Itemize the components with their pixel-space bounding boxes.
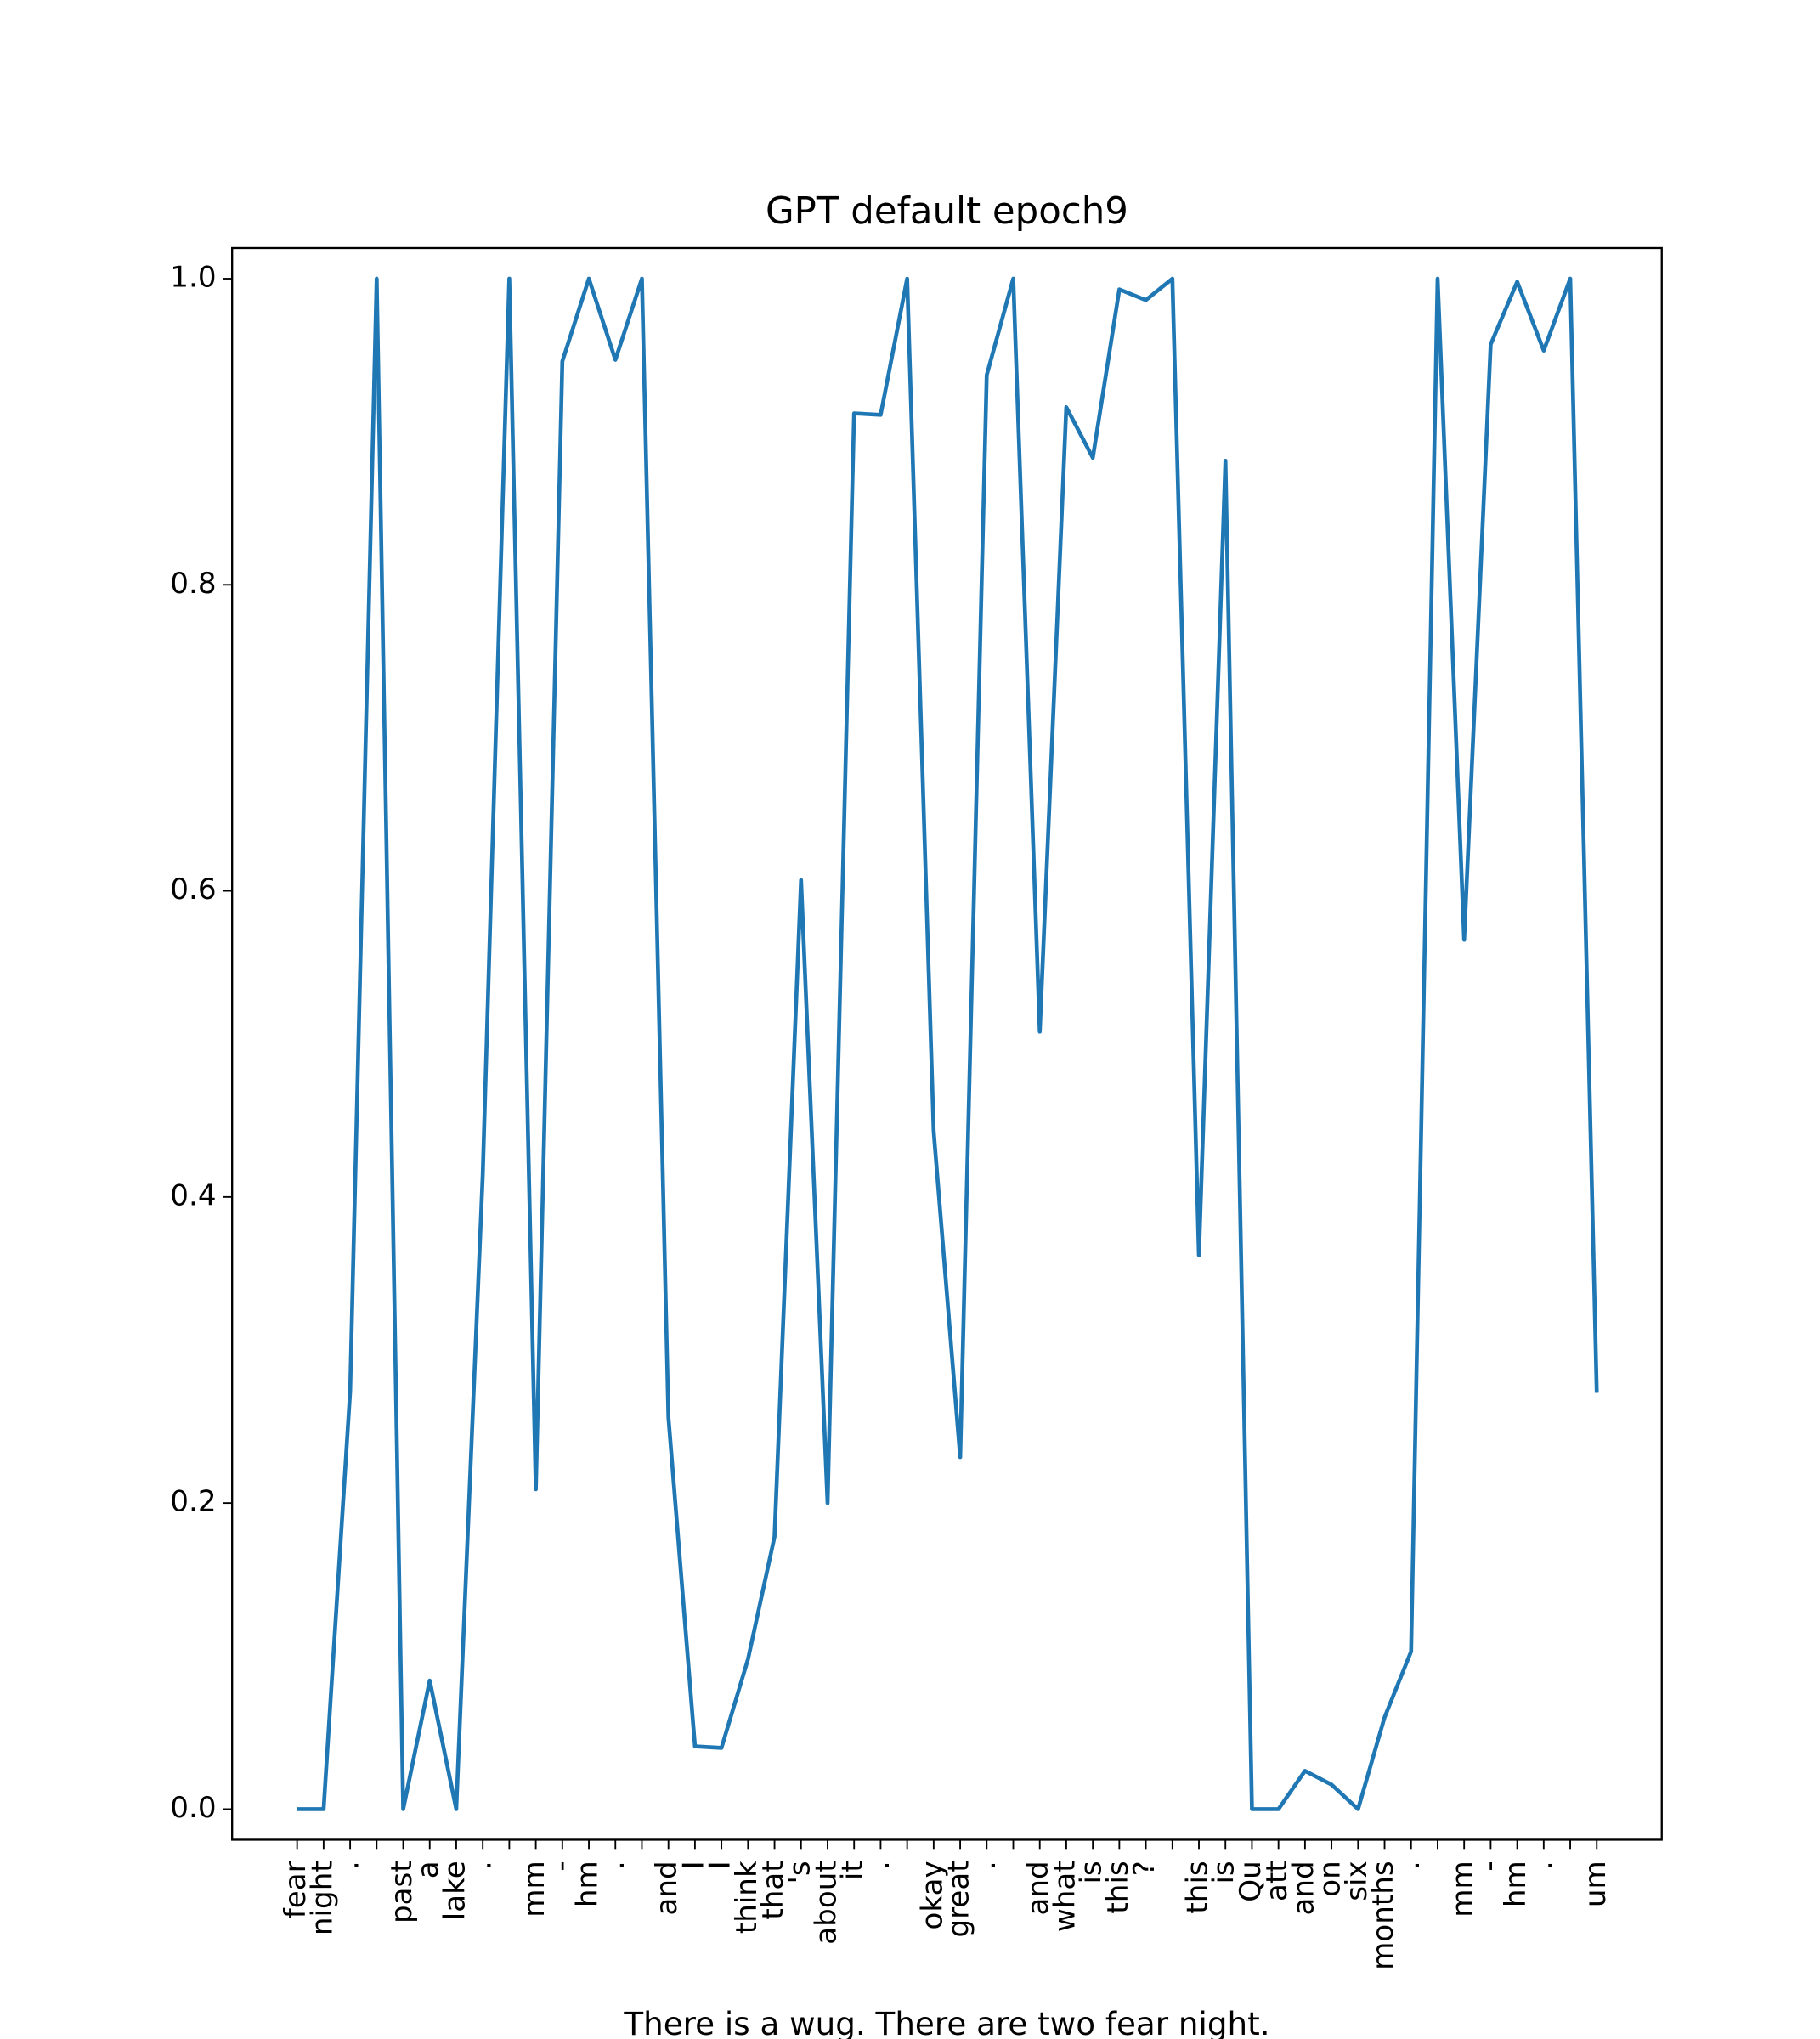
- y-tick-label: 0.4: [170, 1178, 216, 1212]
- x-tick-label: .: [969, 1861, 1003, 1870]
- x-tick-label: great: [942, 1861, 976, 1937]
- x-tick-label: .: [465, 1861, 499, 1870]
- x-tick-label: is: [1207, 1861, 1241, 1884]
- x-tick-label: think: [730, 1861, 764, 1934]
- x-tick-label: night: [305, 1861, 339, 1935]
- x-tick-label: what: [1048, 1861, 1082, 1932]
- x-tick-label: .: [1393, 1861, 1427, 1870]
- x-tick-label: Qu: [1234, 1861, 1268, 1902]
- x-tick-label: mm: [1446, 1861, 1480, 1917]
- x-tick-label: about: [809, 1861, 843, 1944]
- x-tick-label: um: [1579, 1861, 1613, 1907]
- y-tick-label: 0.6: [170, 873, 216, 907]
- x-tick-label: that: [756, 1861, 790, 1919]
- x-tick-label: this: [1101, 1861, 1135, 1913]
- x-tick-label: past: [385, 1861, 419, 1923]
- chart-title: GPT default epoch9: [766, 190, 1128, 233]
- x-tick-label: on: [1314, 1861, 1348, 1897]
- x-tick-label: .: [332, 1861, 366, 1870]
- x-tick-label: this: [1181, 1861, 1215, 1913]
- y-tick-label: 0.2: [170, 1485, 216, 1519]
- x-tick-label: .: [597, 1861, 631, 1870]
- x-tick-label: lake: [438, 1861, 472, 1920]
- x-tick-label: att: [1260, 1861, 1294, 1901]
- x-tick-label: -: [1472, 1861, 1506, 1871]
- x-tick-label: hm: [571, 1861, 605, 1907]
- x-tick-label: hm: [1499, 1861, 1533, 1907]
- x-tick-label: 's: [783, 1861, 817, 1884]
- x-tick-label: -: [544, 1861, 578, 1871]
- x-tick-label: is: [1075, 1861, 1109, 1884]
- x-tick-label: and: [650, 1861, 684, 1915]
- x-tick-label: and: [1286, 1861, 1320, 1915]
- x-tick-label: a: [411, 1861, 445, 1878]
- data-line: [297, 276, 1599, 1811]
- x-tick-label: okay: [915, 1861, 949, 1929]
- x-tick-label: .: [1525, 1861, 1559, 1870]
- x-tick-label: six: [1340, 1861, 1374, 1901]
- x-tick-label: I: [704, 1861, 738, 1869]
- x-tick-label: fear: [279, 1860, 313, 1918]
- x-axis-label: There is a wug. There are two fear night…: [623, 2005, 1269, 2039]
- y-tick-label: 0.8: [170, 567, 216, 601]
- x-tick-label: and: [1021, 1861, 1055, 1915]
- y-tick-label: 0.0: [170, 1791, 216, 1825]
- y-tick-label: 1.0: [170, 261, 216, 295]
- x-tick-label: it: [836, 1861, 870, 1880]
- x-tick-label: I: [676, 1861, 710, 1869]
- plot-frame: [231, 246, 1663, 1841]
- x-tick-label: mm: [517, 1861, 551, 1917]
- x-tick-label: months: [1366, 1861, 1400, 1970]
- x-tick-label: .: [862, 1861, 896, 1870]
- x-tick-label: ?: [1128, 1861, 1162, 1876]
